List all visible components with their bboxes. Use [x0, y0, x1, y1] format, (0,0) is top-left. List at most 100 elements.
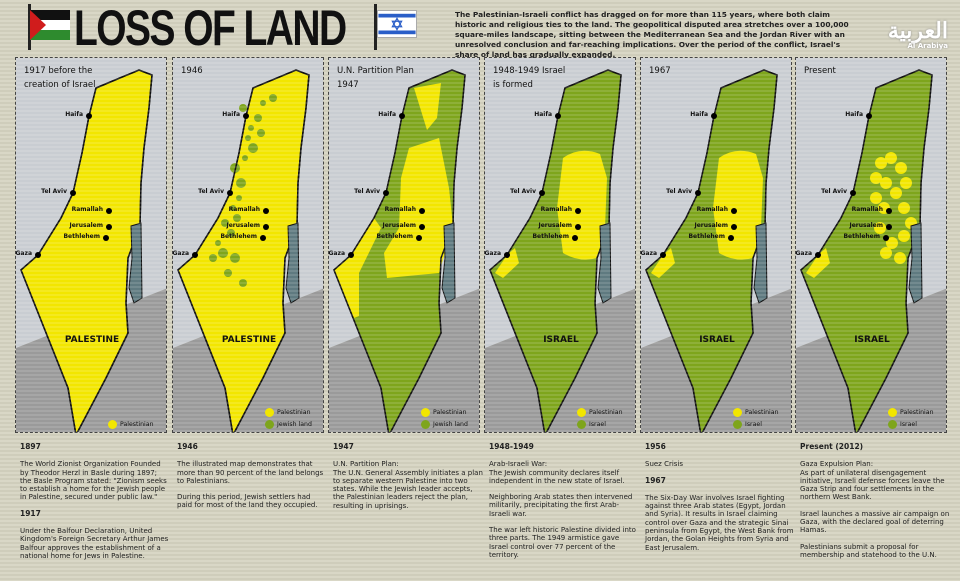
legend-label: Palestinian [120, 421, 154, 428]
city-marker [575, 224, 581, 230]
city-marker [263, 224, 269, 230]
city-marker [731, 224, 737, 230]
year-heading: 1956 [645, 442, 666, 451]
year-heading: 1947 [333, 442, 354, 451]
city-marker [86, 113, 92, 119]
timeline-column: 1948-1949 Arab-Israeli War: The Jewish co… [489, 442, 639, 567]
flag-pole [28, 4, 31, 50]
map-panel: Present Haifa Tel Aviv Ramallah Jerusalem Be… [795, 57, 947, 433]
city-marker [399, 113, 405, 119]
legend-swatch [733, 408, 742, 417]
city-label: Gaza [484, 250, 501, 257]
city-marker [850, 190, 856, 196]
legend-item: Israel [577, 420, 606, 429]
city-label: Bethlehem [843, 233, 880, 240]
city-label: Tel Aviv [821, 188, 847, 195]
map-panel: 1967 Haifa Tel Aviv Ramallah Jerusalem Bethl… [640, 57, 792, 433]
map-panel: 1917 before the creation of Israel Haifa… [15, 57, 167, 433]
city-label: Bethlehem [688, 233, 725, 240]
year-heading: 1948-1949 [489, 442, 534, 451]
flag-pole [374, 4, 377, 50]
city-label: Bethlehem [220, 233, 257, 240]
year-heading: 1946 [177, 442, 198, 451]
city-label: Gaza [172, 250, 189, 257]
territory-name: PALESTINE [64, 335, 120, 345]
map-panel: 1946 Haifa Tel Aviv Ramallah Jerusalem Bethl… [172, 57, 324, 433]
description: Gaza Expulsion Plan: As part of unilater… [800, 460, 945, 502]
territory-name: ISRAEL [699, 335, 735, 345]
year-heading: 1897 [20, 442, 41, 451]
map-panel: U.N. Partition Plan 1947 Haifa Tel Aviv Ra… [328, 57, 480, 433]
city-label: Ramallah [71, 206, 103, 213]
logo-arabic: العربية [887, 18, 948, 44]
legend-swatch [265, 420, 274, 429]
palestinian-flag-icon [30, 10, 70, 40]
city-marker [866, 113, 872, 119]
legend-item: Palestinian [265, 408, 311, 417]
city-label: Bethlehem [63, 233, 100, 240]
logo-english: Al Arabiya [907, 42, 948, 50]
city-label: Tel Aviv [666, 188, 692, 195]
legend-label: Jewish land [277, 421, 312, 428]
legend-swatch [421, 408, 430, 417]
legend-label: Palestinian [900, 409, 934, 416]
city-marker [728, 235, 734, 241]
city-label: Haifa [534, 111, 552, 118]
city-marker [192, 252, 198, 258]
city-label: Haifa [378, 111, 396, 118]
legend-label: Jewish land [433, 421, 468, 428]
city-label: Haifa [65, 111, 83, 118]
legend-item: Palestinian [888, 408, 934, 417]
legend-item: Israel [888, 420, 917, 429]
legend-label: Israel [589, 421, 606, 428]
legend-swatch [577, 408, 586, 417]
city-label: Tel Aviv [198, 188, 224, 195]
territory-name: ISRAEL [543, 335, 579, 345]
city-label: Haifa [690, 111, 708, 118]
territory-name: PALESTINE [221, 335, 277, 345]
city-label: Gaza [640, 250, 657, 257]
year-heading: 1917 [20, 508, 41, 518]
city-marker [504, 252, 510, 258]
city-label: Ramallah [540, 206, 572, 213]
intro-text: The Palestinian-Israeli conflict has dra… [455, 10, 849, 59]
city-marker [35, 252, 41, 258]
legend-item: Israel [733, 420, 762, 429]
timeline-column: 1947 U.N. Partition Plan: The U.N. Genera… [333, 442, 483, 518]
city-label: Ramallah [696, 206, 728, 213]
description: Israel launches a massive air campaign o… [800, 509, 950, 535]
city-marker [539, 190, 545, 196]
description: Under the Balfour Declaration, United Ki… [20, 527, 169, 560]
description: Suez Crisis [645, 460, 684, 469]
legend-item: Jewish land [421, 420, 468, 429]
city-marker [263, 208, 269, 214]
city-label: Jerusalem [849, 222, 883, 229]
al-arabiya-logo: العربية Al Arabiya [858, 20, 948, 50]
city-marker [695, 190, 701, 196]
city-marker [419, 208, 425, 214]
city-marker [103, 235, 109, 241]
panel-title: 1917 before the creation of Israel [24, 66, 96, 90]
city-marker [383, 190, 389, 196]
city-marker [572, 235, 578, 241]
map-panel: 1948-1949 Israel is formed Haifa Tel Aviv… [484, 57, 636, 433]
city-marker [886, 208, 892, 214]
timeline-column: Present (2012) Gaza Expulsion Plan: As pa… [800, 442, 950, 567]
city-label: Ramallah [851, 206, 883, 213]
legend-item: Jewish land [265, 420, 312, 429]
legend-label: Palestinian [277, 409, 311, 416]
description: The World Zionist Organization Founded b… [20, 460, 167, 502]
city-label: Haifa [845, 111, 863, 118]
legend-item: Palestinian [577, 408, 623, 417]
year-heading: Present (2012) [800, 442, 864, 451]
israeli-flag-icon [377, 10, 417, 38]
legend-item: Palestinian [421, 408, 467, 417]
city-marker [886, 224, 892, 230]
city-label: Ramallah [228, 206, 260, 213]
city-marker [106, 224, 112, 230]
panel-title: 1946 [181, 66, 203, 76]
city-marker [575, 208, 581, 214]
description: Arab-Israeli War: The Jewish community d… [489, 460, 625, 485]
timeline-column: 1897 The World Zionist Organization Found… [20, 442, 170, 568]
legend-swatch [577, 420, 586, 429]
